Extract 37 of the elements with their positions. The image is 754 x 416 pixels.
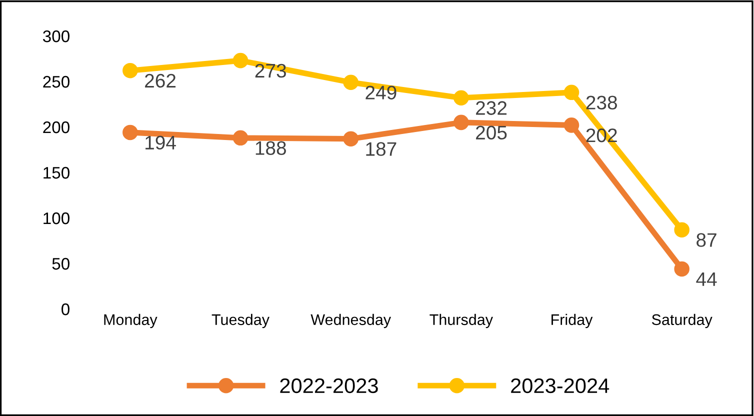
point	[343, 74, 358, 90]
y-tick-label: 200	[43, 121, 70, 134]
y-tick-label: 0	[62, 303, 70, 316]
y-tick-label: 300	[42, 30, 70, 42]
data-label: 44	[696, 272, 717, 286]
y-tick-label: 250	[43, 76, 70, 88]
data-label: 238	[586, 96, 617, 110]
data-label: 194	[146, 136, 176, 150]
point	[674, 261, 690, 277]
point	[232, 52, 248, 68]
x-tick-label: Tuesday	[212, 314, 270, 328]
point	[122, 124, 138, 140]
y-tick-label: 150	[44, 166, 70, 179]
x-tick-label: Saturday	[652, 314, 712, 328]
point	[564, 118, 580, 133]
legend-label: 2023-2024	[511, 378, 610, 394]
legend-label: 2022-2023	[280, 378, 378, 394]
point	[454, 114, 469, 130]
y-tick-label: 50	[52, 258, 70, 270]
point	[454, 90, 469, 106]
x-tick-label: Friday	[552, 314, 593, 328]
x-tick-label: Wednesday	[310, 314, 392, 328]
data-label: 188	[256, 141, 286, 155]
data-label: 187	[366, 142, 396, 156]
data-label: 205	[476, 126, 507, 140]
point	[674, 222, 690, 238]
x-tick-label: Monday	[104, 314, 158, 328]
point	[122, 62, 138, 78]
point	[232, 130, 248, 146]
x-tick-label: Thursday	[430, 314, 493, 328]
y-tick-label: 100	[44, 212, 70, 224]
data-label: 262	[145, 74, 176, 88]
data-label: 249	[366, 86, 396, 100]
point	[564, 84, 580, 100]
data-label: 232	[476, 101, 507, 115]
data-label: 87	[696, 233, 716, 247]
point	[343, 131, 358, 146]
